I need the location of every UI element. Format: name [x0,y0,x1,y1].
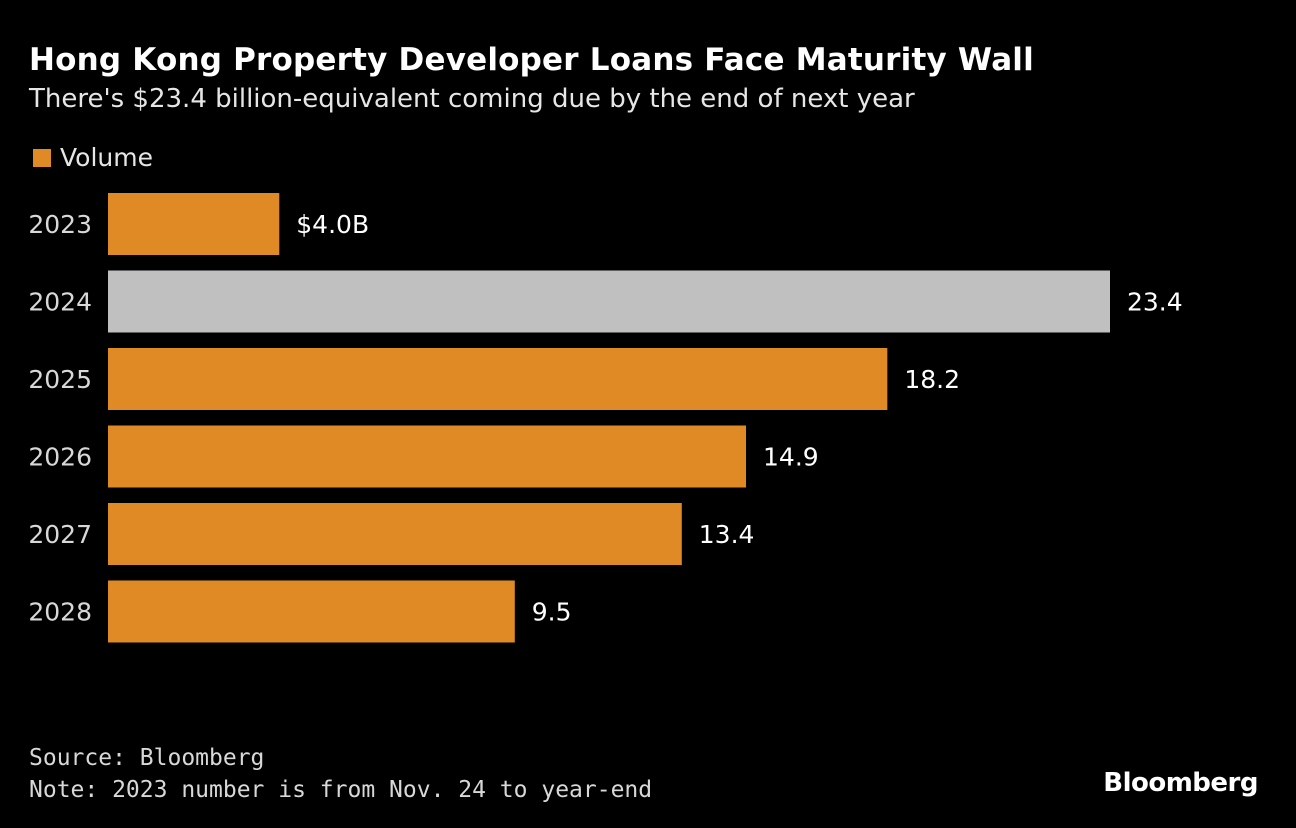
category-label: 2026 [28,443,92,472]
legend-label: Volume [60,143,153,172]
data-label: 9.5 [532,598,572,627]
category-label: 2024 [28,288,92,317]
category-label: 2028 [28,598,92,627]
footer: Source: Bloomberg Note: 2023 number is f… [29,742,652,806]
category-label: 2025 [28,365,92,394]
legend-swatch [33,148,51,167]
legend: Volume [33,143,153,172]
chart-subtitle: There's $23.4 billion-equivalent coming … [29,84,915,114]
note-text: Note: 2023 number is from Nov. 24 to yea… [29,777,653,803]
bar-2024 [108,270,1110,333]
data-label: 13.4 [699,520,755,549]
source-text: Source: Bloomberg [29,745,265,771]
bar-2027 [108,503,682,565]
bar-2028 [108,580,515,643]
chart-title: Hong Kong Property Developer Loans Face … [29,42,1034,78]
category-label: 2027 [28,520,92,549]
category-label: 2023 [28,210,92,239]
bar-2025 [108,348,888,410]
bar-2026 [108,425,747,488]
data-label: 14.9 [763,443,819,472]
data-label: 18.2 [904,365,960,394]
data-label: $4.0B [296,210,369,239]
bar-2023 [108,193,280,255]
bloomberg-logo: Bloomberg [1103,768,1258,798]
data-label: 23.4 [1127,288,1183,317]
